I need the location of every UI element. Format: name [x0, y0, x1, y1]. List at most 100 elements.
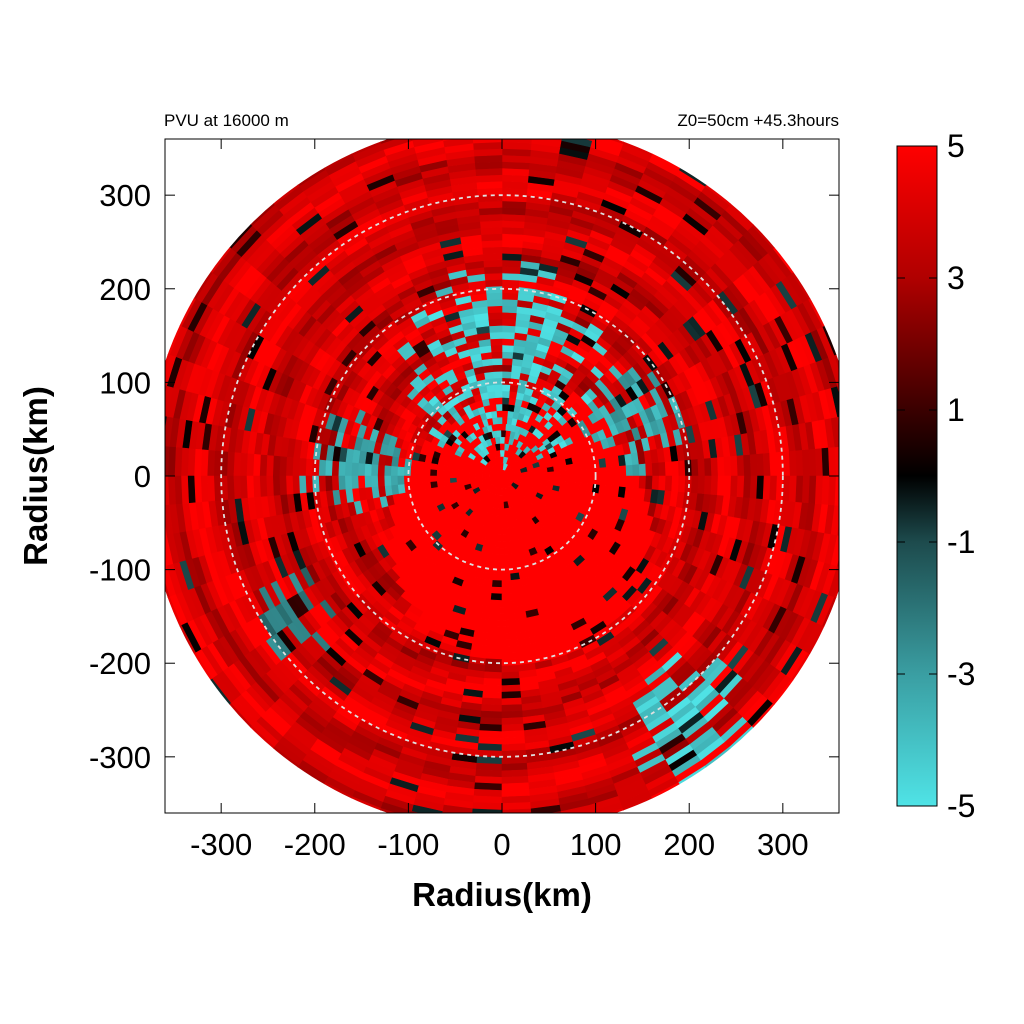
- field-cell: [593, 475, 601, 485]
- field-cell: [409, 475, 418, 485]
- field-cell: [500, 423, 507, 431]
- field-cell: [494, 547, 503, 555]
- field-cell: [489, 331, 503, 340]
- field-cell: [501, 691, 522, 700]
- field-cell: [436, 464, 445, 472]
- field-cell: [586, 467, 595, 477]
- x-tick-label: -200: [284, 827, 346, 862]
- field-cell: [499, 508, 505, 516]
- field-cell: [487, 546, 497, 555]
- field-cell: [436, 469, 444, 477]
- field-cell: [579, 475, 588, 484]
- field-cell: [252, 475, 261, 499]
- field-cell: [494, 390, 503, 399]
- field-cell: [507, 397, 517, 406]
- field-cell: [370, 464, 379, 477]
- field-cell: [501, 344, 514, 353]
- field-cell: [481, 704, 503, 713]
- field-cell: [520, 475, 529, 482]
- field-cell: [278, 456, 287, 477]
- field-cell: [658, 461, 667, 477]
- field-cell: [855, 445, 863, 476]
- field-cell: [579, 468, 588, 477]
- field-cell: [501, 311, 517, 320]
- field-cell: [501, 684, 522, 693]
- colorbar-tick-label: -3: [947, 656, 975, 692]
- field-cell: [429, 463, 438, 471]
- field-cell: [501, 338, 515, 346]
- field-cell: [504, 423, 511, 432]
- field-cell: [501, 586, 513, 595]
- field-cell: [324, 475, 333, 492]
- field-cell: [532, 124, 563, 135]
- field-cell: [497, 488, 504, 496]
- field-cell: [390, 465, 398, 477]
- field-cell: [730, 475, 739, 497]
- y-tick-label: 100: [99, 365, 151, 400]
- field-cell: [841, 446, 849, 476]
- field-cell: [278, 475, 287, 496]
- field-cell: [563, 121, 595, 134]
- field-cell: [501, 678, 521, 687]
- field-cell: [501, 403, 509, 412]
- field-cell: [492, 573, 503, 582]
- field-cell: [499, 501, 505, 510]
- field-cell: [344, 461, 353, 477]
- field-cell: [471, 116, 502, 124]
- field-cell: [501, 645, 518, 654]
- field-cell: [501, 593, 514, 601]
- field-cell: [501, 547, 510, 555]
- field-cell: [547, 475, 555, 482]
- colorbar-tick-label: 1: [947, 392, 965, 428]
- field-cell: [501, 397, 510, 405]
- field-cell: [429, 475, 438, 483]
- field-cell: [305, 475, 314, 494]
- field-cell: [572, 481, 581, 491]
- field-cell: [318, 475, 327, 493]
- field-cell: [493, 383, 503, 392]
- field-cell: [441, 124, 472, 135]
- field-cell: [272, 475, 281, 497]
- field-cell: [851, 413, 862, 445]
- field-cell: [501, 357, 513, 366]
- field-cell: [468, 470, 477, 477]
- field-cell: [489, 612, 503, 621]
- field-cell: [423, 475, 431, 484]
- field-cell: [272, 455, 281, 477]
- field-cell: [495, 540, 503, 549]
- field-cell: [495, 534, 503, 542]
- field-cell: [350, 475, 359, 490]
- field-cell: [494, 553, 503, 562]
- field-cell: [484, 279, 503, 288]
- field-cell: [501, 377, 511, 385]
- field-cell: [504, 429, 511, 438]
- field-cell: [439, 117, 471, 128]
- field-cell: [501, 527, 508, 536]
- field-cell: [496, 527, 503, 536]
- field-cell: [499, 442, 505, 451]
- field-cell: [717, 475, 726, 496]
- field-cell: [619, 475, 627, 488]
- field-cell: [697, 475, 706, 495]
- y-tick-label: -200: [89, 646, 151, 681]
- field-cell: [491, 586, 503, 595]
- field-cell: [499, 436, 505, 444]
- field-cell: [409, 467, 418, 477]
- field-cell: [491, 580, 503, 588]
- field-cell: [844, 383, 857, 415]
- field-cell: [507, 403, 515, 412]
- field-cell: [532, 818, 563, 829]
- field-cell: [489, 338, 503, 346]
- field-cell: [612, 475, 621, 487]
- field-cell: [479, 717, 503, 726]
- field-cell: [298, 475, 307, 495]
- field-cell: [553, 480, 562, 487]
- field-cell: [844, 506, 855, 537]
- field-cell: [416, 468, 425, 477]
- field-cell: [143, 413, 154, 445]
- field-cell: [501, 265, 521, 274]
- field-cell: [501, 599, 514, 608]
- field-cell: [566, 481, 575, 489]
- field-cell: [599, 475, 608, 486]
- field-cell: [645, 462, 654, 477]
